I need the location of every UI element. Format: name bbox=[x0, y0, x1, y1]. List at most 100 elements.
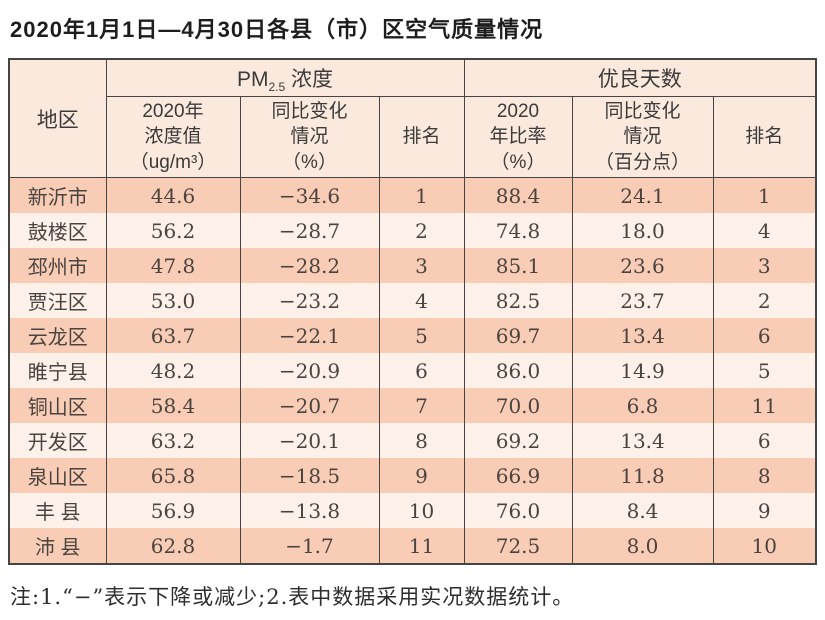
region-cell: 贾汪区 bbox=[8, 283, 107, 318]
good-change-cell: 18.0 bbox=[571, 213, 714, 248]
page-title: 2020年1月1日—4月30日各县（市）区空气质量情况 bbox=[10, 17, 544, 42]
pm-change-cell: −13.8 bbox=[239, 493, 380, 528]
good-change-cell: 13.4 bbox=[571, 318, 714, 353]
pm-value-cell: 48.2 bbox=[105, 353, 241, 388]
col-group-pm25: PM2.5 浓度 bbox=[105, 59, 465, 97]
pm-label-subscript: 2.5 bbox=[268, 80, 286, 95]
pm-change-cell: −18.5 bbox=[239, 458, 380, 493]
pm-value-cell: 53.0 bbox=[105, 283, 241, 318]
pm-change-cell: −23.2 bbox=[239, 283, 380, 318]
header-sub-row: 2020年 浓度值 （ug/m³） 同比变化 情况 （%） 排名 2020 年比… bbox=[9, 96, 817, 178]
region-cell: 鼓楼区 bbox=[8, 213, 107, 248]
pm-value-cell: 56.9 bbox=[105, 493, 241, 528]
good-rank-cell: 9 bbox=[712, 493, 817, 528]
good-change-cell: 11.8 bbox=[571, 458, 714, 493]
pm-rank-cell: 3 bbox=[378, 248, 465, 283]
good-change-cell: 8.0 bbox=[571, 528, 714, 564]
pm-label-suffix: 浓度 bbox=[285, 68, 334, 91]
table-row: 贾汪区 53.0 −23.2 4 82.5 23.7 2 bbox=[8, 283, 817, 318]
footnote: 注:1.“−”表示下降或减少;2.表中数据采用实况数据统计。 bbox=[10, 585, 575, 609]
col-header-good-ratio: 2020 年比率 （%） bbox=[463, 96, 573, 178]
region-cell: 丰 县 bbox=[8, 493, 107, 528]
pm-value-cell: 56.2 bbox=[105, 213, 241, 248]
good-rank-cell: 6 bbox=[712, 423, 817, 458]
good-change-cell: 14.9 bbox=[571, 353, 714, 388]
pm-change-cell: −34.6 bbox=[239, 177, 380, 213]
good-rank-cell: 11 bbox=[712, 388, 817, 423]
pm-rank-cell: 2 bbox=[378, 213, 465, 248]
table-row: 开发区 63.2 −20.1 8 69.2 13.4 6 bbox=[8, 423, 817, 458]
good-ratio-cell: 66.9 bbox=[463, 458, 573, 493]
col-header-good-change: 同比变化 情况 （百分点） bbox=[571, 96, 714, 178]
good-rank-cell: 10 bbox=[712, 528, 817, 564]
pm-change-cell: −22.1 bbox=[239, 318, 380, 353]
pm-value-cell: 58.4 bbox=[105, 388, 241, 423]
good-rank-cell: 5 bbox=[712, 353, 817, 388]
region-cell: 沛 县 bbox=[8, 528, 107, 564]
good-rank-cell: 6 bbox=[712, 318, 817, 353]
good-ratio-cell: 86.0 bbox=[463, 353, 573, 388]
pm-change-cell: −28.7 bbox=[239, 213, 380, 248]
good-rank-cell: 3 bbox=[712, 248, 817, 283]
air-quality-table: 地区 PM2.5 浓度 优良天数 2020年 浓度值 （ug/m³） 同比变化 … bbox=[8, 58, 817, 565]
col-header-pm-value: 2020年 浓度值 （ug/m³） bbox=[105, 96, 241, 178]
table-row: 丰 县 56.9 −13.8 10 76.0 8.4 9 bbox=[8, 493, 817, 528]
pm-rank-cell: 7 bbox=[378, 388, 465, 423]
col-header-region: 地区 bbox=[8, 59, 107, 178]
table-row: 睢宁县 48.2 −20.9 6 86.0 14.9 5 bbox=[8, 353, 817, 388]
pm-change-cell: −20.1 bbox=[239, 423, 380, 458]
table-row: 泉山区 65.8 −18.5 9 66.9 11.8 8 bbox=[8, 458, 817, 493]
pm-rank-cell: 5 bbox=[378, 318, 465, 353]
good-ratio-cell: 74.8 bbox=[463, 213, 573, 248]
pm-change-cell: −28.2 bbox=[239, 248, 380, 283]
good-ratio-cell: 76.0 bbox=[463, 493, 573, 528]
good-ratio-cell: 82.5 bbox=[463, 283, 573, 318]
region-cell: 睢宁县 bbox=[8, 353, 107, 388]
pm-change-cell: −20.7 bbox=[239, 388, 380, 423]
pm-value-cell: 65.8 bbox=[105, 458, 241, 493]
good-ratio-cell: 69.2 bbox=[463, 423, 573, 458]
good-change-cell: 24.1 bbox=[571, 177, 714, 213]
table-row: 铜山区 58.4 −20.7 7 70.0 6.8 11 bbox=[8, 388, 817, 423]
pm-value-cell: 62.8 bbox=[105, 528, 241, 564]
table-row: 鼓楼区 56.2 −28.7 2 74.8 18.0 4 bbox=[8, 213, 817, 248]
good-rank-cell: 2 bbox=[712, 283, 817, 318]
region-cell: 新沂市 bbox=[8, 177, 107, 213]
good-change-cell: 6.8 bbox=[571, 388, 714, 423]
region-cell: 云龙区 bbox=[8, 318, 107, 353]
pm-rank-cell: 6 bbox=[378, 353, 465, 388]
table-row: 邳州市 47.8 −28.2 3 85.1 23.6 3 bbox=[8, 248, 817, 283]
region-cell: 开发区 bbox=[8, 423, 107, 458]
pm-rank-cell: 4 bbox=[378, 283, 465, 318]
col-header-pm-rank: 排名 bbox=[378, 96, 465, 178]
good-rank-cell: 1 bbox=[712, 177, 817, 213]
pm-rank-cell: 11 bbox=[378, 528, 465, 564]
col-header-pm-change: 同比变化 情况 （%） bbox=[239, 96, 380, 178]
good-ratio-cell: 70.0 bbox=[463, 388, 573, 423]
table-row: 新沂市 44.6 −34.6 1 88.4 24.1 1 bbox=[8, 177, 817, 213]
header-group-row: 地区 PM2.5 浓度 优良天数 bbox=[8, 59, 817, 178]
table-row: 云龙区 63.7 −22.1 5 69.7 13.4 6 bbox=[8, 318, 817, 353]
pm-rank-cell: 10 bbox=[378, 493, 465, 528]
pm-value-cell: 63.7 bbox=[105, 318, 241, 353]
good-ratio-cell: 69.7 bbox=[463, 318, 573, 353]
good-change-cell: 23.7 bbox=[571, 283, 714, 318]
good-change-cell: 8.4 bbox=[571, 493, 714, 528]
pm-rank-cell: 1 bbox=[378, 177, 465, 213]
good-rank-cell: 8 bbox=[712, 458, 817, 493]
pm-value-cell: 63.2 bbox=[105, 423, 241, 458]
col-header-good-rank: 排名 bbox=[712, 96, 817, 178]
pm-change-cell: −20.9 bbox=[239, 353, 380, 388]
region-cell: 邳州市 bbox=[8, 248, 107, 283]
pm-value-cell: 47.8 bbox=[105, 248, 241, 283]
pm-change-cell: −1.7 bbox=[239, 528, 380, 564]
pm-rank-cell: 9 bbox=[378, 458, 465, 493]
good-ratio-cell: 88.4 bbox=[463, 177, 573, 213]
good-change-cell: 13.4 bbox=[571, 423, 714, 458]
col-group-good-days: 优良天数 bbox=[463, 59, 817, 97]
good-change-cell: 23.6 bbox=[571, 248, 714, 283]
table-row: 沛 县 62.8 −1.7 11 72.5 8.0 10 bbox=[8, 528, 817, 564]
region-cell: 铜山区 bbox=[8, 388, 107, 423]
region-cell: 泉山区 bbox=[8, 458, 107, 493]
